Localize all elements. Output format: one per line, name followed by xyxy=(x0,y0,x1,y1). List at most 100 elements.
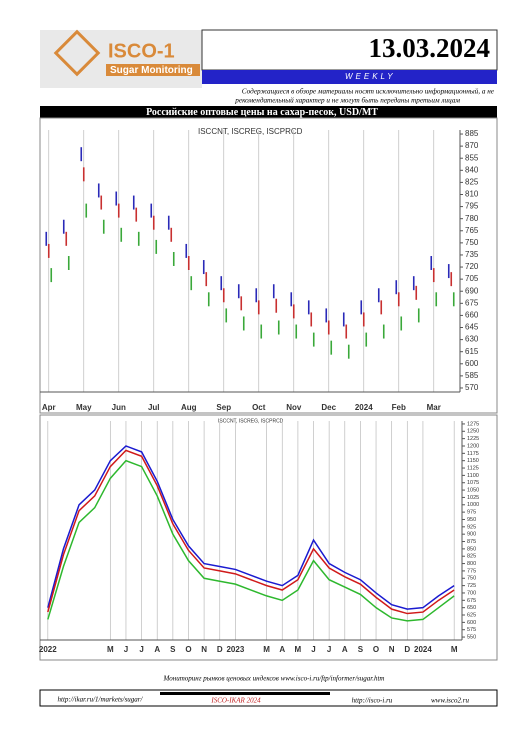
price-line xyxy=(47,445,455,610)
x-tick-label: D xyxy=(217,645,223,654)
y-tick-label: 675 xyxy=(465,298,479,307)
chart-frame xyxy=(39,414,498,661)
x-tick-label: S xyxy=(170,645,176,654)
x-tick-label: M xyxy=(107,645,114,654)
y-tick-label: 1275 xyxy=(467,421,479,427)
x-tick-label: M xyxy=(451,645,458,654)
footer-note: Мониторинг рынков ценовых индексов www.i… xyxy=(163,675,385,683)
x-tick-label: O xyxy=(185,645,191,654)
y-tick-label: 1100 xyxy=(467,473,479,479)
x-tick-label: N xyxy=(201,645,207,654)
footer-rule xyxy=(160,692,330,695)
y-tick-label: 975 xyxy=(467,510,476,516)
x-tick-label: May xyxy=(76,403,92,412)
y-tick-label: 1200 xyxy=(467,443,479,449)
footer-link[interactable]: http://isco-i.ru xyxy=(352,697,393,705)
y-tick-label: 795 xyxy=(465,202,479,211)
x-tick-label: Oct xyxy=(252,403,266,412)
y-tick-label: 840 xyxy=(465,165,479,174)
legend-text: ISCCNT, ISCREG, ISCPRCD xyxy=(218,418,284,424)
y-tick-label: 925 xyxy=(467,524,476,530)
footer-bar xyxy=(39,689,498,707)
price-line xyxy=(47,459,455,622)
x-tick-label: Nov xyxy=(286,403,302,412)
y-tick-label: 650 xyxy=(467,605,476,611)
section-bar xyxy=(40,106,497,118)
disclaimer: рекомендательный характер и не могут быт… xyxy=(234,97,460,105)
y-tick-label: 660 xyxy=(465,311,479,320)
x-tick-label: 2024 xyxy=(414,645,432,654)
chart-frame xyxy=(39,117,498,414)
x-tick-label: J xyxy=(327,645,331,654)
y-tick-label: 625 xyxy=(467,612,476,618)
y-tick-label: 1050 xyxy=(467,488,479,494)
y-tick-label: 885 xyxy=(465,129,479,138)
price-line xyxy=(47,449,455,615)
legend-text: ISCCNT, ISCREG, ISCPRCD xyxy=(198,127,303,136)
x-tick-label: A xyxy=(279,645,285,654)
y-tick-label: 810 xyxy=(465,190,479,199)
y-tick-label: 570 xyxy=(465,383,479,392)
y-tick-label: 550 xyxy=(467,635,476,641)
frequency: WEEKLY xyxy=(345,72,396,81)
x-tick-label: A xyxy=(342,645,348,654)
x-tick-label: 2024 xyxy=(355,403,373,412)
y-tick-label: 705 xyxy=(465,274,479,283)
y-tick-label: 615 xyxy=(465,347,479,356)
section-title: Российские оптовые цены на сахар-песок, … xyxy=(146,107,378,118)
footer-link[interactable]: www.isco2.ru xyxy=(431,697,469,705)
y-tick-label: 750 xyxy=(465,238,479,247)
copyright: ISCO-IKAR 2024 xyxy=(210,697,261,705)
x-tick-label: Mar xyxy=(427,403,441,412)
y-tick-label: 585 xyxy=(465,371,479,380)
logo-icon xyxy=(53,29,101,77)
x-tick-label: Apr xyxy=(42,403,56,412)
y-tick-label: 775 xyxy=(467,568,476,574)
logo-sub: Sugar Monitoring xyxy=(110,65,193,76)
x-tick-label: O xyxy=(373,645,379,654)
logo: ISCO-1 xyxy=(108,40,175,62)
y-tick-label: 1025 xyxy=(467,495,479,501)
y-tick-label: 690 xyxy=(465,286,479,295)
x-tick-label: M xyxy=(295,645,302,654)
y-tick-label: 750 xyxy=(467,576,476,582)
x-tick-label: 2023 xyxy=(226,645,244,654)
y-tick-label: 630 xyxy=(465,335,479,344)
y-tick-label: 1075 xyxy=(467,480,479,486)
x-tick-label: Aug xyxy=(181,403,197,412)
y-tick-label: 575 xyxy=(467,627,476,633)
x-tick-label: Feb xyxy=(392,403,406,412)
y-tick-label: 700 xyxy=(467,590,476,596)
y-tick-label: 1000 xyxy=(467,502,479,508)
footer-link[interactable]: http://ikar.ru/1/markets/sugar/ xyxy=(58,696,144,704)
x-tick-label: Jul xyxy=(148,403,160,412)
y-tick-label: 675 xyxy=(467,598,476,604)
x-tick-label: J xyxy=(311,645,315,654)
y-tick-label: 870 xyxy=(465,141,479,150)
y-tick-label: 855 xyxy=(465,153,479,162)
x-tick-label: Sep xyxy=(216,403,231,412)
x-tick-label: M xyxy=(263,645,270,654)
y-tick-label: 735 xyxy=(465,250,479,259)
y-tick-label: 1125 xyxy=(467,465,479,471)
y-tick-label: 765 xyxy=(465,226,479,235)
y-tick-label: 950 xyxy=(467,517,476,523)
y-tick-label: 1150 xyxy=(467,458,479,464)
y-tick-label: 825 xyxy=(467,554,476,560)
logo-sub-bg xyxy=(106,64,200,76)
y-tick-label: 725 xyxy=(467,583,476,589)
weekly-bar xyxy=(202,70,497,84)
x-tick-label: 2022 xyxy=(39,645,57,654)
y-tick-label: 1225 xyxy=(467,436,479,442)
x-tick-label: N xyxy=(389,645,395,654)
x-tick-label: S xyxy=(358,645,364,654)
x-tick-label: D xyxy=(404,645,410,654)
y-tick-label: 850 xyxy=(467,546,476,552)
y-tick-label: 720 xyxy=(465,262,479,271)
y-tick-label: 600 xyxy=(467,620,476,626)
disclaimer: Содержащиеся в обзоре материалы носят ис… xyxy=(242,88,495,96)
x-tick-label: Jun xyxy=(112,403,126,412)
y-tick-label: 1175 xyxy=(467,451,479,457)
